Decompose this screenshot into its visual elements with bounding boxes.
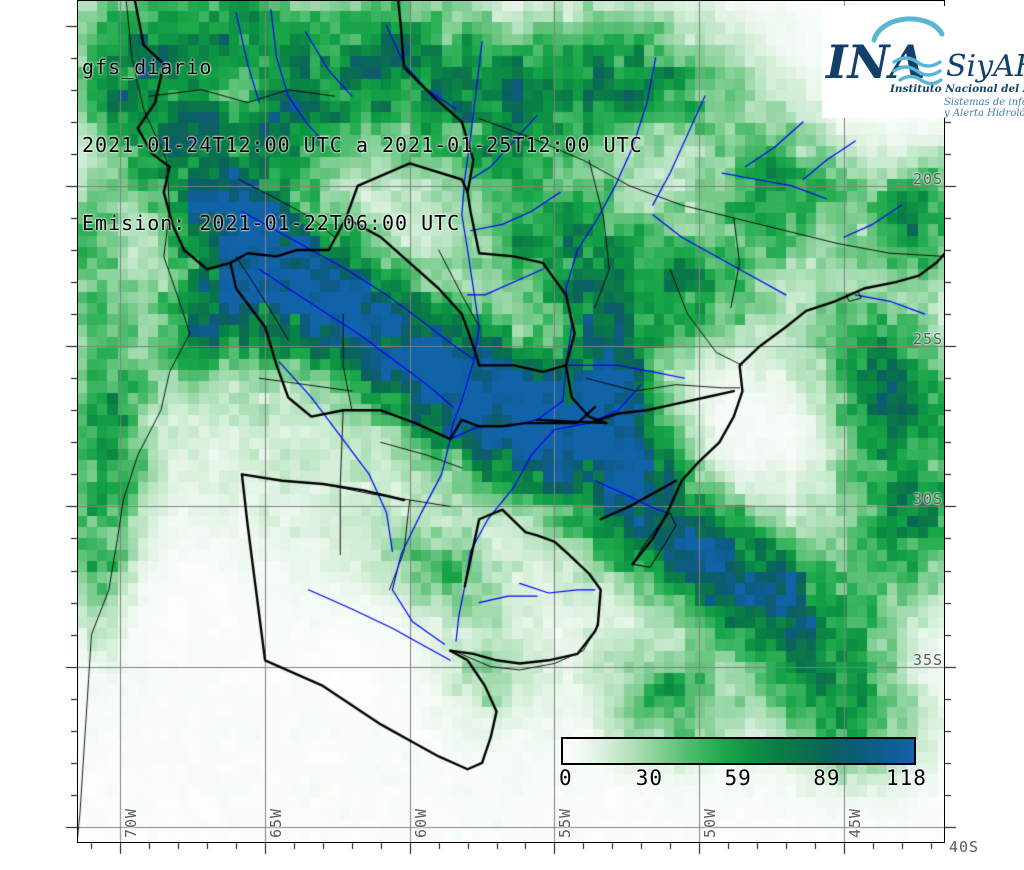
lat-label-20S: 20S [913,169,944,188]
colorbar-tick-59: 59 [724,766,752,790]
lon-label-55W: 55W [556,807,575,838]
logo-suffix-text: SiyAH [946,49,1024,84]
lon-label-60W: 60W [411,807,430,838]
colorbar-gradient [561,737,916,765]
logo-system-line1: Sistemas de información [944,97,1024,108]
lat-label-30S: 30S [913,490,944,509]
colorbar-tick-89: 89 [813,766,841,790]
ina-siyah-logo: INA SiyAH Instituto Nacional del Agua Si… [822,6,1024,119]
valid-range: 2021-01-24T12:00 UTC a 2021-01-25T12:00 … [82,133,643,157]
colorbar-tick-0: 0 [559,766,573,790]
lon-label-70W: 70W [122,807,141,838]
lon-label-50W: 50W [701,807,720,838]
logo-system-line2: y Alerta Hidrológico [943,108,1024,118]
colorbar-tick-30: 30 [635,766,664,790]
title-block: gfs_diario 2021-01-24T12:00 UTC a 2021-0… [82,2,643,288]
model-name: gfs_diario [82,55,213,79]
logo-acronym-text: INA [824,35,925,89]
colorbar-tick-labels: 0 30 59 89 118 [559,765,926,791]
logo-artwork: INA SiyAH Instituto Nacional del Agua Si… [824,16,1024,119]
lon-label-45W: 45W [845,807,864,838]
colorbar: 0 30 59 89 118 [559,737,926,791]
logo-institute-text: Instituto Nacional del Agua [889,83,1024,95]
lat-label-35S: 35S [913,650,944,669]
issue-time: Emision: 2021-01-22T06:00 UTC [82,211,461,235]
corner-latitude-label: 40S [949,838,980,856]
lat-label-25S: 25S [913,330,944,349]
lon-label-65W: 65W [267,807,286,838]
colorbar-tick-118: 118 [886,766,927,790]
